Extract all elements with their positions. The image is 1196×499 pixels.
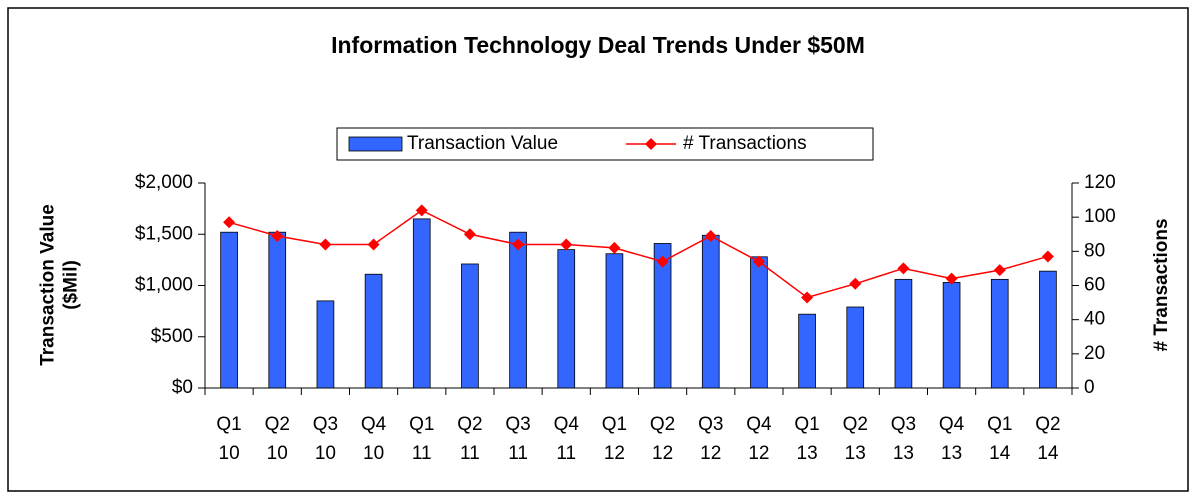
- x-tick-label: Q1: [216, 414, 241, 435]
- x-tick-label: Q1: [602, 414, 627, 435]
- bar: [220, 231, 238, 389]
- legend-box: [336, 127, 874, 161]
- line-marker: [319, 238, 332, 251]
- bar: [894, 278, 913, 389]
- x-tick-label: 12: [652, 443, 673, 464]
- bar: [942, 282, 961, 389]
- line-marker: [849, 277, 862, 290]
- bar: [990, 278, 1009, 389]
- line: [228, 209, 1049, 299]
- legend-label: # Transactions: [683, 133, 807, 154]
- x-tick-label: 11: [412, 443, 432, 464]
- x-tick-label: 13: [893, 443, 914, 464]
- legend-swatch: [348, 136, 403, 152]
- x-tick-label: Q3: [505, 414, 530, 435]
- bar: [509, 231, 527, 389]
- y-axis-label: Transaction Value($Mil): [38, 204, 82, 366]
- x-tick-label: Q4: [939, 414, 965, 435]
- line-marker: [1041, 250, 1054, 263]
- y2-axis-label: # Transactions: [1151, 218, 1172, 351]
- x-tick-label: 10: [219, 443, 240, 464]
- y-tick-label: $2,000: [135, 172, 193, 193]
- line-marker: [271, 229, 284, 242]
- bar: [412, 218, 431, 389]
- x-tick-label: Q2: [843, 414, 868, 435]
- x-tick-label: Q1: [409, 414, 434, 435]
- y-axis-label-line: ($Mil): [60, 260, 81, 310]
- x-tick-label: Q4: [746, 414, 772, 435]
- chart-title: Information Technology Deal Trends Under…: [331, 32, 865, 58]
- y-tick-label: $0: [172, 377, 193, 398]
- bar: [557, 249, 576, 389]
- y2-tick-label: 0: [1084, 377, 1095, 398]
- legend-marker: [645, 138, 657, 150]
- line-marker: [512, 238, 525, 251]
- bar: [798, 313, 816, 389]
- x-tick-label: 11: [556, 443, 576, 464]
- x-tick-label: 14: [989, 443, 1011, 464]
- y-tick-label: $1,500: [135, 223, 193, 244]
- x-tick-label: 11: [508, 443, 528, 464]
- x-tick-label: Q2: [650, 414, 675, 435]
- line-marker: [463, 228, 476, 241]
- bar: [268, 231, 287, 389]
- x-tick-label: Q2: [1035, 414, 1060, 435]
- line-marker: [993, 264, 1006, 277]
- line-marker: [752, 255, 765, 268]
- y2-tick-label: 120: [1084, 172, 1116, 193]
- x-tick-label: Q2: [457, 414, 482, 435]
- legend-label: Transaction Value: [407, 133, 558, 154]
- line-marker: [367, 238, 380, 251]
- bar: [364, 273, 383, 389]
- x-tick-label: 12: [748, 443, 769, 464]
- x-tick-label: Q2: [265, 414, 290, 435]
- y2-tick-label: 20: [1084, 343, 1105, 364]
- x-tick-label: 10: [267, 443, 288, 464]
- line-marker: [704, 229, 717, 242]
- line-marker: [801, 291, 814, 304]
- x-tick-label: Q3: [698, 414, 723, 435]
- bar: [846, 306, 865, 389]
- line-marker: [608, 241, 621, 254]
- y-tick-label: $1,000: [135, 275, 193, 296]
- x-tick-label: Q4: [554, 414, 580, 435]
- x-tick-label: 11: [460, 443, 480, 464]
- bar: [316, 300, 335, 389]
- y-tick-label: $500: [151, 326, 193, 347]
- x-tick-label: 12: [604, 443, 625, 464]
- x-tick-label: 13: [845, 443, 866, 464]
- line-marker: [897, 262, 910, 275]
- bar: [701, 234, 720, 389]
- line-marker: [415, 204, 428, 217]
- x-tick-label: 13: [797, 443, 818, 464]
- line-marker: [223, 216, 236, 229]
- y2-tick-label: 40: [1084, 309, 1105, 330]
- bar: [605, 253, 624, 389]
- line-marker: [656, 255, 669, 268]
- line-marker: [560, 238, 573, 251]
- x-tick-label: 10: [363, 443, 384, 464]
- bar: [461, 263, 479, 389]
- x-tick-label: Q4: [361, 414, 387, 435]
- y-axis-label-line: Transaction Value: [38, 204, 59, 366]
- line-marker: [945, 272, 958, 285]
- bar: [653, 243, 672, 389]
- y2-tick-label: 100: [1084, 206, 1116, 227]
- bar: [1039, 270, 1057, 389]
- x-tick-label: 12: [700, 443, 721, 464]
- x-tick-label: Q1: [794, 414, 819, 435]
- y2-tick-label: 60: [1084, 275, 1105, 296]
- x-tick-label: 14: [1037, 443, 1059, 464]
- x-tick-label: 13: [941, 443, 962, 464]
- x-tick-label: Q1: [987, 414, 1012, 435]
- x-tick-label: 10: [315, 443, 336, 464]
- y2-tick-label: 80: [1084, 240, 1105, 261]
- bar: [750, 256, 768, 389]
- x-tick-label: Q3: [313, 414, 338, 435]
- x-tick-label: Q3: [891, 414, 916, 435]
